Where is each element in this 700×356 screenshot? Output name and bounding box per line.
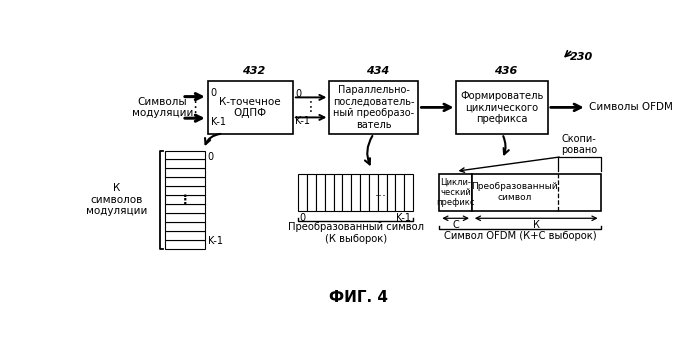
Text: 432: 432 — [242, 66, 266, 76]
Text: Символ OFDM (К+С выборок): Символ OFDM (К+С выборок) — [444, 231, 596, 241]
Bar — [369, 174, 378, 211]
Text: 0: 0 — [208, 152, 213, 162]
Bar — [298, 174, 307, 211]
Bar — [342, 174, 351, 211]
Text: Параллельно-
последователь-
ный преобразо-
ватель: Параллельно- последователь- ный преобраз… — [333, 85, 414, 130]
Text: Преобразованный
символ: Преобразованный символ — [471, 182, 558, 202]
Bar — [165, 151, 205, 159]
Bar — [386, 174, 395, 211]
Bar — [334, 174, 342, 211]
Bar — [325, 174, 334, 211]
Text: 230: 230 — [570, 52, 593, 62]
Bar — [404, 174, 413, 211]
Bar — [165, 168, 205, 177]
Text: Скопи-
ровано: Скопи- ровано — [561, 134, 597, 155]
Text: ФИГ. 4: ФИГ. 4 — [329, 289, 389, 304]
Text: 434: 434 — [366, 66, 389, 76]
Text: Преобразованный символ
(К выборок): Преобразованный символ (К выборок) — [288, 222, 424, 244]
Bar — [165, 213, 205, 222]
Text: ⋮: ⋮ — [179, 193, 191, 206]
Bar — [165, 177, 205, 186]
Bar — [165, 204, 205, 213]
Text: K-1: K-1 — [295, 116, 310, 126]
Text: ...: ... — [375, 185, 387, 199]
Text: ⋮: ⋮ — [188, 100, 203, 115]
Text: С: С — [452, 220, 459, 230]
Bar — [316, 174, 325, 211]
Bar — [165, 240, 205, 249]
Text: K-1: K-1 — [211, 117, 225, 127]
Text: 0: 0 — [295, 89, 301, 99]
Bar — [165, 195, 205, 204]
Bar — [440, 174, 472, 211]
Text: K-1: K-1 — [208, 236, 223, 246]
Bar — [395, 174, 404, 211]
Text: 0: 0 — [211, 88, 217, 98]
Text: Цикли-
ческий
префикс: Цикли- ческий префикс — [436, 177, 475, 207]
Text: Формирователь
циклического
префикса: Формирователь циклического префикса — [461, 91, 544, 124]
Bar — [472, 174, 601, 211]
Text: К-точечное
ОДПФ: К-точечное ОДПФ — [219, 96, 281, 118]
Text: К: К — [533, 220, 540, 230]
Bar — [307, 174, 316, 211]
Text: ⋮: ⋮ — [304, 100, 318, 114]
Bar — [351, 174, 360, 211]
Bar — [165, 186, 205, 195]
Bar — [360, 174, 369, 211]
Text: 436: 436 — [494, 66, 517, 76]
Text: К
символов
модуляции: К символов модуляции — [86, 183, 148, 216]
Bar — [165, 231, 205, 240]
Text: K-1: K-1 — [396, 213, 412, 223]
Text: Символы OFDM: Символы OFDM — [589, 103, 673, 112]
Bar — [329, 81, 419, 134]
Bar — [378, 174, 386, 211]
Bar — [165, 159, 205, 168]
Bar — [208, 81, 293, 134]
Bar — [165, 222, 205, 231]
Text: 0: 0 — [300, 213, 306, 223]
Text: Символы
модуляции: Символы модуляции — [132, 96, 193, 118]
Bar — [456, 81, 548, 134]
